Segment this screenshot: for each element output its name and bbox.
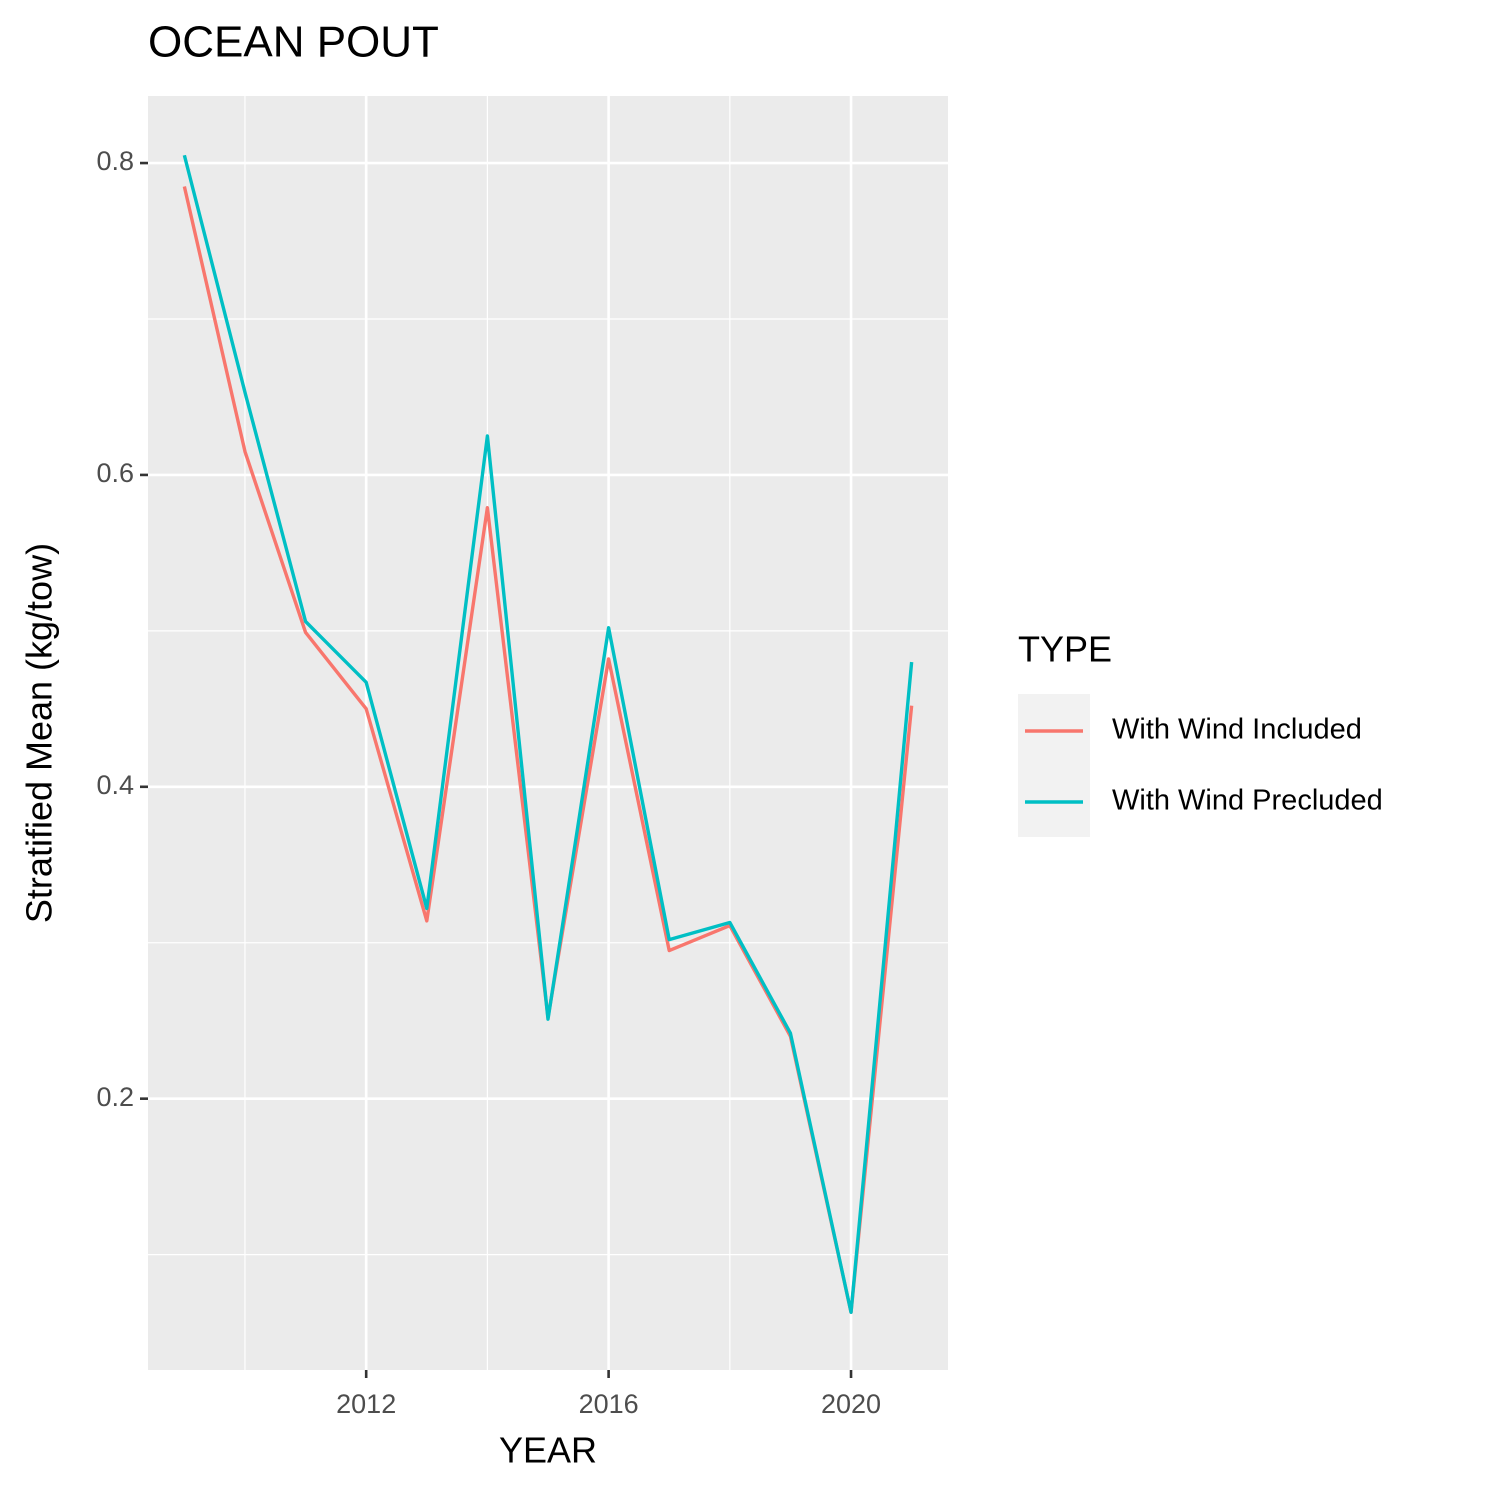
series-line bbox=[182, 154, 914, 1314]
x-tick-label: 2016 bbox=[579, 1389, 639, 1419]
chart-title: OCEAN POUT bbox=[148, 18, 439, 67]
legend-label: With Wind Included bbox=[1112, 714, 1362, 746]
legend-key-background bbox=[1018, 694, 1090, 837]
legend-label: With Wind Precluded bbox=[1112, 785, 1383, 817]
plot-lines bbox=[182, 154, 914, 1314]
y-tick-label: 0.4 bbox=[96, 770, 134, 800]
y-tick-label: 0.6 bbox=[96, 458, 134, 488]
y-tick-label: 0.2 bbox=[96, 1082, 134, 1112]
legend-title: TYPE bbox=[1018, 629, 1112, 670]
x-axis-title: YEAR bbox=[499, 1430, 597, 1471]
panel bbox=[148, 96, 948, 1370]
x-tick-label: 2012 bbox=[336, 1389, 396, 1419]
y-tick-label: 0.8 bbox=[96, 146, 134, 176]
y-axis-title: Stratified Mean (kg/tow) bbox=[19, 543, 60, 923]
x-tick-label: 2020 bbox=[821, 1389, 881, 1419]
legend: TYPE With Wind Included With Wind Preclud… bbox=[1018, 629, 1383, 837]
axes: 2012 2016 2020 0.2 0.4 0.6 0.8 bbox=[96, 146, 881, 1419]
grid bbox=[148, 96, 948, 1370]
